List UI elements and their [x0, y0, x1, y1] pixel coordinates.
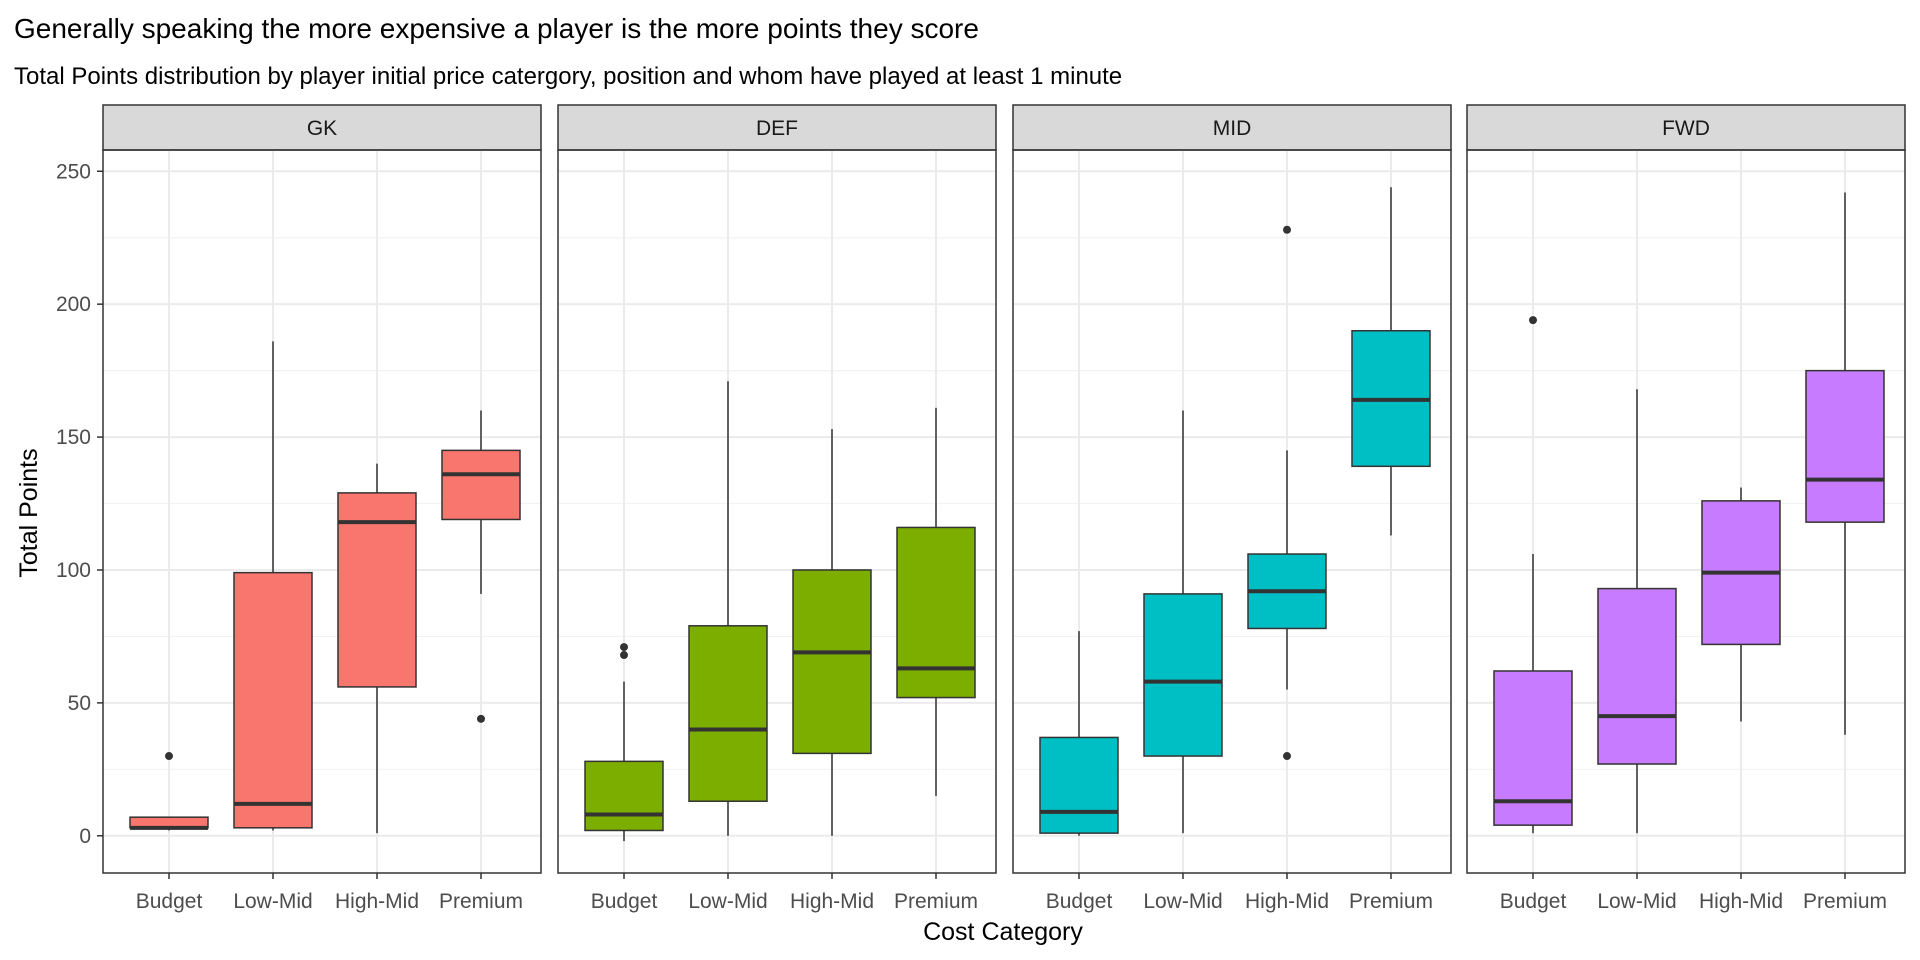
x-tick-label: High-Mid — [335, 890, 419, 913]
box-iqr — [584, 760, 664, 832]
box-def-premium — [896, 407, 976, 796]
y-tick-label: 0 — [79, 825, 91, 848]
x-tick-label: Low-Mid — [1597, 890, 1676, 913]
box-mid-budget — [1039, 631, 1119, 836]
facet-strip-label: GK — [307, 117, 337, 140]
box-def-low-mid — [688, 381, 768, 836]
box-fwd-high-mid — [1701, 487, 1781, 722]
y-axis: 0 50 100 150 200 250 — [56, 160, 103, 848]
facet-panel-fwd: FWD Budget Low-Mid High-Mid Premium — [1466, 104, 1906, 913]
facet-panel-gk: GK Budget Low-Mid High-Mid Premium — [102, 104, 542, 913]
box-mid-premium — [1351, 187, 1431, 536]
outlier-point — [165, 752, 173, 761]
outlier-point — [477, 714, 485, 723]
facets: GK Budget Low-Mid High-Mid Premium DEF Budget L… — [102, 104, 1906, 913]
x-tick-label: Premium — [894, 890, 978, 913]
facet-strip — [102, 104, 542, 151]
x-tick-label: Budget — [136, 890, 203, 913]
x-tick-label: Budget — [1500, 890, 1567, 913]
box-gk-high-mid — [337, 463, 417, 834]
outlier-point — [1283, 225, 1291, 234]
x-tick-label: High-Mid — [1699, 890, 1783, 913]
x-tick-label: Low-Mid — [688, 890, 767, 913]
box-iqr — [1805, 369, 1885, 523]
box-iqr — [896, 526, 976, 699]
facet-strip-label: MID — [1213, 117, 1252, 140]
panel-border — [102, 149, 542, 874]
x-tick-label: Premium — [439, 890, 523, 913]
box-iqr — [233, 571, 313, 829]
box-gk-low-mid — [233, 341, 313, 831]
facet-strip-label: FWD — [1662, 117, 1710, 140]
chart-title: Generally speaking the more expensive a … — [14, 13, 979, 44]
x-tick-label: Premium — [1349, 890, 1433, 913]
box-iqr — [1039, 736, 1119, 834]
facet-strip — [1012, 104, 1452, 151]
panel-border — [557, 149, 997, 874]
facet-strip — [557, 104, 997, 151]
y-tick-label: 100 — [56, 559, 91, 582]
box-def-high-mid — [792, 429, 872, 836]
x-tick-label: High-Mid — [1245, 890, 1329, 913]
box-gk-premium — [441, 410, 521, 723]
x-tick-label: Budget — [1046, 890, 1113, 913]
box-iqr — [688, 625, 768, 802]
y-tick-label: 50 — [68, 692, 91, 715]
box-gk-budget — [129, 752, 209, 831]
panel-border — [1466, 149, 1906, 874]
y-tick-label: 150 — [56, 426, 91, 449]
chart-subtitle: Total Points distribution by player init… — [14, 63, 1122, 90]
outlier-point — [1529, 316, 1537, 325]
x-axis-title: Cost Category — [923, 918, 1083, 946]
panel-border — [1012, 149, 1452, 874]
outlier-point — [1283, 752, 1291, 761]
facet-panel-mid: MID Budget Low-Mid High-Mid Premium — [1012, 104, 1452, 913]
box-iqr — [337, 492, 417, 688]
y-tick-label: 250 — [56, 160, 91, 183]
box-fwd-budget — [1493, 316, 1573, 834]
x-tick-label: Budget — [591, 890, 658, 913]
facet-panel-def: DEF Budget Low-Mid High-Mid Premium — [557, 104, 997, 913]
facet-strip-label: DEF — [756, 117, 798, 140]
x-tick-label: High-Mid — [790, 890, 874, 913]
box-def-budget — [584, 643, 664, 842]
outlier-point — [620, 651, 628, 660]
box-iqr — [1143, 593, 1223, 757]
box-iqr — [1597, 587, 1677, 765]
outlier-point — [620, 643, 628, 652]
y-tick-label: 200 — [56, 293, 91, 316]
box-mid-high-mid — [1247, 225, 1327, 761]
box-fwd-low-mid — [1597, 389, 1677, 834]
box-mid-low-mid — [1143, 410, 1223, 834]
box-iqr — [792, 569, 872, 755]
x-tick-label: Low-Mid — [233, 890, 312, 913]
box-iqr — [441, 449, 521, 521]
box-fwd-premium — [1805, 192, 1885, 735]
x-tick-label: Premium — [1803, 890, 1887, 913]
x-tick-label: Low-Mid — [1143, 890, 1222, 913]
y-axis-title: Total Points — [15, 448, 43, 577]
panel-background — [558, 150, 996, 873]
